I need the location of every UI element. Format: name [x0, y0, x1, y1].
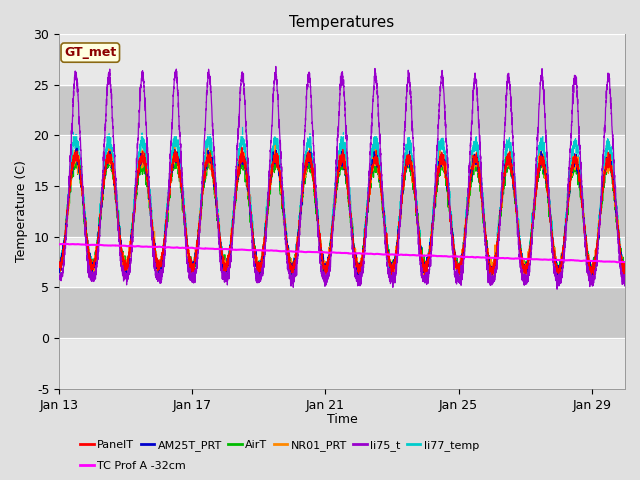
Bar — [59, 135, 625, 186]
Bar — [59, 84, 625, 135]
Y-axis label: Temperature (C): Temperature (C) — [15, 160, 28, 262]
Bar — [59, 338, 625, 389]
Bar — [59, 34, 625, 84]
Bar — [59, 237, 625, 288]
X-axis label: Time: Time — [326, 413, 358, 426]
Bar — [59, 186, 625, 237]
Bar — [59, 288, 625, 338]
Legend: TC Prof A -32cm: TC Prof A -32cm — [76, 456, 190, 475]
Title: Temperatures: Temperatures — [289, 15, 395, 30]
Text: GT_met: GT_met — [64, 46, 116, 59]
